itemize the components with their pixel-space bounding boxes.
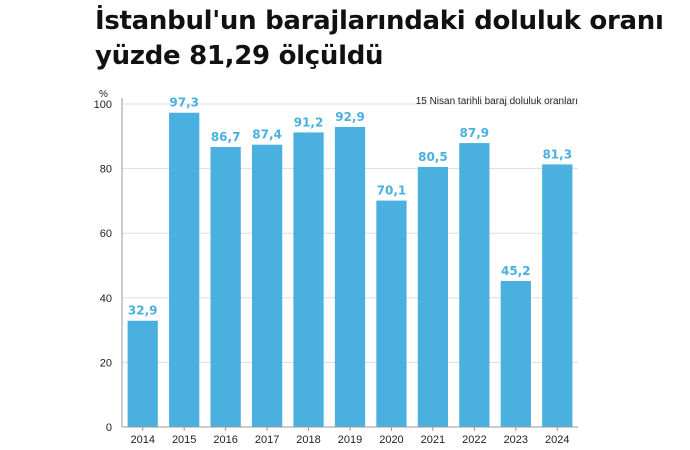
x-tick-label-2019: 2019 [338,434,362,446]
data-label-2018: 91,2 [294,115,324,129]
x-tick-label-2022: 2022 [462,434,486,446]
bar-2020 [376,200,407,427]
y-tick-label: 60 [100,228,112,240]
data-label-2017: 87,4 [252,128,282,142]
data-label-2023: 45,2 [501,264,531,278]
bar-2016 [210,146,241,428]
bar-2021 [417,166,449,428]
data-label-2020: 70,1 [377,184,407,198]
data-label-2021: 80,5 [418,150,448,164]
data-label-2022: 87,9 [460,126,490,140]
data-label-2014: 32,9 [128,304,158,318]
bars [127,112,573,428]
axes: 0 20 40 60 80 100 2014 2015 2016 2017 2018 2019 2020… [94,98,578,446]
chart-annotation: 15 Nisan tarihli baraj doluluk oranları [416,96,578,107]
y-tick-label: 20 [100,357,112,369]
bar-2017 [251,144,283,427]
bar-2023 [500,281,531,427]
bar-2022 [459,143,490,427]
x-tick-label-2017: 2017 [255,434,279,446]
x-tick-label-2021: 2021 [421,434,445,446]
x-tick-label-2015: 2015 [172,434,196,446]
x-tick-label-2024: 2024 [545,434,569,446]
x-tick-label-2020: 2020 [379,434,403,446]
y-tick-label: 80 [100,164,112,176]
y-tick-label: 40 [100,293,112,305]
x-tick-label-2016: 2016 [213,434,237,446]
y-axis-unit: % [99,89,108,100]
data-label-2016: 86,7 [211,130,241,144]
x-tick-label-2023: 2023 [504,434,528,446]
y-tick-label: 100 [94,99,112,111]
bar-2019 [334,126,366,428]
x-tick-label-2018: 2018 [296,434,320,446]
x-tick-label-2014: 2014 [130,434,154,446]
bar-2024 [542,164,573,427]
data-label-2019: 92,9 [335,110,365,124]
headline-line-2: yüzde 81,29 ölçüldü [95,41,384,71]
headline-line-1: İstanbul'un barajlarındaki doluluk oranı [95,6,664,36]
y-tick-label: 0 [106,422,112,434]
bar-2015 [169,112,200,427]
chart-headline: İstanbul'un barajlarındaki doluluk oranı… [95,4,675,74]
data-labels: 32,9 97,3 86,7 87,4 91,2 92,9 70,1 80,5 87,9 45,2… [128,96,572,318]
data-label-2015: 97,3 [169,96,199,110]
data-label-2024: 81,3 [542,147,572,161]
bar-2018 [293,132,324,427]
bar-2014 [127,320,158,427]
